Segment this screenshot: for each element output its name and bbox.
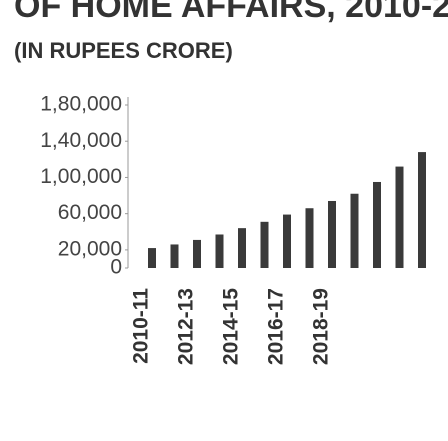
bar [350, 193, 359, 268]
y-tick-label: 0 [110, 256, 122, 279]
x-tick-label: 2018-19 [310, 288, 333, 365]
y-tick-label: 1,80,000 [40, 93, 122, 116]
bar [283, 214, 291, 268]
y-tick-label: 1,00,000 [40, 165, 122, 188]
bar [260, 221, 269, 268]
bar [170, 244, 179, 268]
chart-title: OF HOME AFFAIRS, 2010-20 [14, 0, 448, 25]
bar [238, 228, 246, 268]
bar [193, 239, 201, 268]
bar [328, 200, 336, 268]
bar [215, 234, 224, 268]
chart-subtitle: (IN RUPEES CRORE) [14, 38, 233, 63]
bar [305, 208, 314, 268]
x-tick-label: 2016-17 [265, 288, 288, 365]
bar [395, 166, 404, 268]
y-tick-label: 1,40,000 [40, 129, 122, 152]
y-tick-label: 60,000 [58, 201, 122, 224]
x-tick-label: 2010-11 [130, 288, 153, 364]
bar [148, 248, 156, 268]
bar [418, 152, 426, 268]
bar [373, 181, 381, 268]
x-tick-label: 2014-15 [220, 288, 243, 365]
y-tick-label: 20,000 [58, 237, 122, 260]
x-tick-label: 2012-13 [175, 288, 198, 365]
